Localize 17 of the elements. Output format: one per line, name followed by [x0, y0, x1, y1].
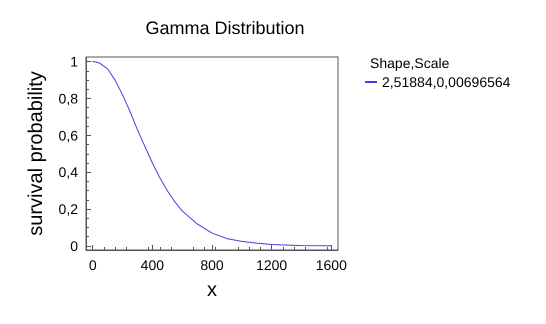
x-tick-label: 1200	[256, 257, 288, 273]
x-tick-label: 0	[88, 257, 97, 273]
y-tick-label: 0,6	[58, 127, 78, 144]
y-axis-title: survival probability	[25, 71, 47, 236]
x-tick-label: 400	[140, 257, 164, 273]
legend-label: 2,51884,0,00696564	[382, 74, 511, 90]
y-tick-label: 0,2	[58, 201, 78, 218]
line-series	[92, 61, 332, 246]
x-tick-label: 800	[200, 257, 224, 273]
chart-title: Gamma Distribution	[145, 18, 305, 38]
x-axis-title: x	[207, 279, 217, 301]
y-tick-label: 0,8	[58, 90, 78, 106]
legend-title: Shape,Scale	[370, 55, 450, 71]
x-tick-label: 1600	[316, 257, 348, 273]
y-tick-label: 0	[70, 238, 78, 254]
y-tick-label: 0,4	[58, 164, 78, 180]
y-tick-label: 1	[70, 54, 78, 70]
